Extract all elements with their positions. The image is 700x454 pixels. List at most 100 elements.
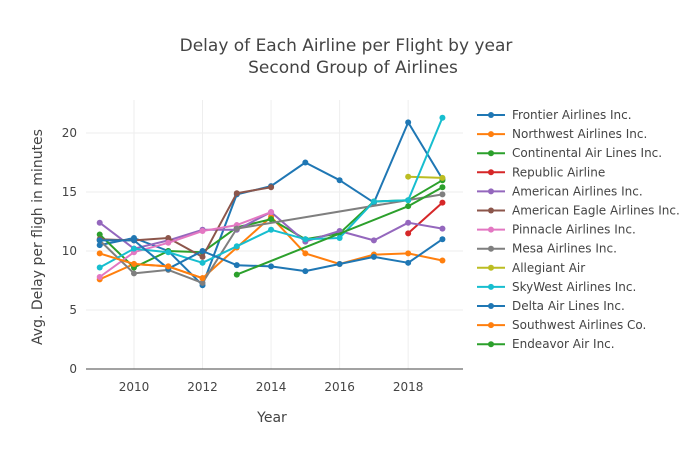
series-line: [408, 175, 443, 179]
data-point[interactable]: [268, 184, 275, 191]
data-point[interactable]: [405, 203, 412, 210]
data-point[interactable]: [96, 237, 103, 244]
legend-item[interactable]: Allegiant Air: [477, 261, 585, 275]
data-point[interactable]: [130, 245, 137, 252]
legend-item[interactable]: Endeavor Air Inc.: [477, 337, 615, 351]
legend-item[interactable]: Delta Air Lines Inc.: [477, 299, 625, 313]
data-point[interactable]: [439, 174, 446, 181]
data-point[interactable]: [405, 250, 412, 257]
series-line: [99, 252, 203, 280]
legend-marker: [488, 112, 494, 118]
data-point[interactable]: [130, 260, 137, 267]
data-point[interactable]: [336, 177, 343, 184]
data-point[interactable]: [405, 119, 412, 126]
data-point[interactable]: [302, 236, 309, 243]
data-point[interactable]: [302, 159, 309, 166]
data-point[interactable]: [165, 235, 172, 242]
legend-item[interactable]: Frontier Airlines Inc.: [477, 108, 632, 122]
data-point[interactable]: [96, 273, 103, 280]
data-point[interactable]: [268, 216, 275, 223]
data-point[interactable]: [268, 209, 275, 216]
series: [405, 173, 446, 181]
legend-marker: [488, 322, 494, 329]
legend-item[interactable]: Republic Airline: [477, 165, 605, 179]
data-point[interactable]: [233, 271, 240, 278]
data-point[interactable]: [405, 219, 412, 226]
legend-item[interactable]: American Airlines Inc.: [477, 184, 643, 198]
legend-label: Mesa Airlines Inc.: [512, 242, 617, 256]
data-point[interactable]: [370, 198, 377, 205]
legend-item[interactable]: SkyWest Airlines Inc.: [477, 280, 636, 294]
series: [96, 114, 446, 271]
data-point[interactable]: [130, 270, 137, 277]
data-point[interactable]: [439, 184, 446, 191]
data-point[interactable]: [96, 264, 103, 271]
data-point[interactable]: [405, 259, 412, 266]
data-point[interactable]: [199, 259, 206, 266]
data-point[interactable]: [439, 236, 446, 243]
series: [233, 184, 446, 278]
legend-item[interactable]: Northwest Airlines Inc.: [477, 127, 647, 141]
data-point[interactable]: [165, 249, 172, 256]
data-point[interactable]: [96, 231, 103, 238]
data-point[interactable]: [199, 275, 206, 282]
legend-label: Endeavor Air Inc.: [512, 337, 615, 351]
legend-item[interactable]: American Eagle Airlines Inc.: [477, 204, 680, 218]
legend-marker: [488, 131, 494, 138]
data-point[interactable]: [165, 239, 172, 246]
data-point[interactable]: [439, 114, 446, 121]
legend-item[interactable]: Southwest Airlines Co.: [477, 318, 646, 332]
legend-item[interactable]: Continental Air Lines Inc.: [477, 146, 662, 160]
data-point[interactable]: [233, 262, 240, 269]
legend-label: Southwest Airlines Co.: [512, 318, 646, 332]
x-axis-title: Year: [256, 410, 287, 426]
data-point[interactable]: [439, 191, 446, 198]
y-tick-label: 5: [69, 303, 77, 317]
legend-label: Frontier Airlines Inc.: [512, 108, 632, 122]
legend-marker: [488, 264, 494, 271]
data-point[interactable]: [302, 268, 309, 275]
data-point[interactable]: [336, 260, 343, 267]
data-point[interactable]: [268, 263, 275, 270]
legend-label: Pinnacle Airlines Inc.: [512, 223, 636, 237]
data-point[interactable]: [439, 199, 446, 206]
legend-marker: [488, 226, 494, 233]
data-point[interactable]: [96, 242, 103, 249]
series: [96, 236, 446, 275]
data-point[interactable]: [130, 237, 137, 244]
legend-item[interactable]: Mesa Airlines Inc.: [477, 242, 617, 256]
legend-label: Allegiant Air: [512, 261, 585, 275]
data-point[interactable]: [336, 235, 343, 242]
data-point[interactable]: [199, 248, 206, 255]
legend-marker: [488, 169, 494, 176]
data-point[interactable]: [233, 243, 240, 250]
data-point[interactable]: [405, 197, 412, 204]
legend-marker: [488, 283, 494, 290]
data-point[interactable]: [370, 237, 377, 244]
data-point[interactable]: [268, 226, 275, 233]
data-point[interactable]: [233, 190, 240, 197]
chart-title: Delay of Each Airline per Flight by year: [180, 36, 513, 56]
legend-marker: [488, 207, 494, 214]
data-point[interactable]: [96, 250, 103, 257]
y-tick-label: 20: [62, 126, 77, 140]
series: [96, 209, 275, 280]
data-point[interactable]: [439, 225, 446, 232]
data-point[interactable]: [439, 257, 446, 264]
data-point[interactable]: [96, 219, 103, 226]
data-point[interactable]: [302, 250, 309, 257]
x-tick-label: 2014: [256, 380, 287, 394]
data-point[interactable]: [405, 230, 412, 237]
data-point[interactable]: [233, 225, 240, 232]
legend-label: American Eagle Airlines Inc.: [512, 204, 680, 218]
x-tick-label: 2018: [393, 380, 424, 394]
data-point[interactable]: [199, 279, 206, 286]
data-point[interactable]: [370, 253, 377, 260]
legend-label: Continental Air Lines Inc.: [512, 146, 662, 160]
legend-item[interactable]: Pinnacle Airlines Inc.: [477, 223, 636, 237]
data-point[interactable]: [165, 263, 172, 270]
data-point[interactable]: [199, 253, 206, 260]
data-point[interactable]: [199, 227, 206, 234]
data-point[interactable]: [405, 173, 412, 180]
y-tick-label: 10: [62, 244, 77, 258]
